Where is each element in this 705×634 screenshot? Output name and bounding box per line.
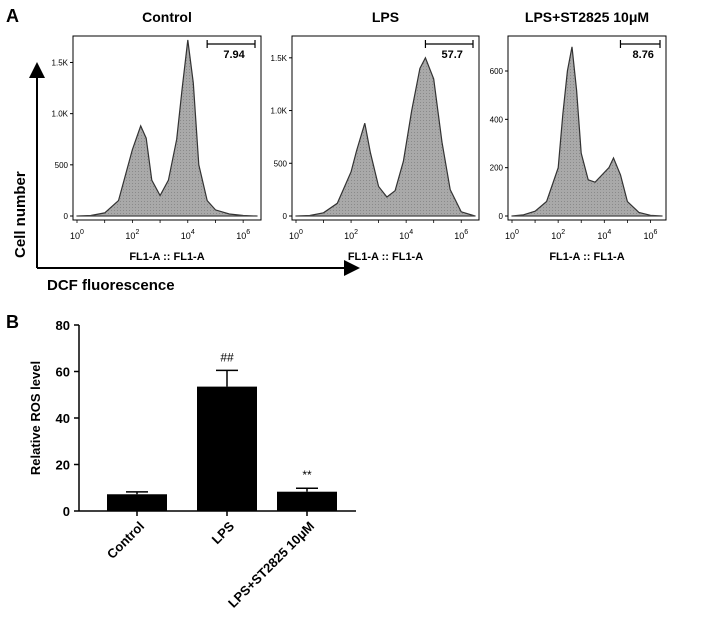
- x-tick-label: 100: [505, 229, 519, 241]
- panel-a-y-axis-title: Cell number: [12, 171, 29, 258]
- bar: [277, 491, 337, 511]
- y-tick-label: 0: [499, 212, 504, 221]
- x-tick-label: 104: [597, 229, 611, 241]
- x-tick-label: 102: [125, 229, 139, 241]
- x-tick-label: 102: [344, 229, 358, 241]
- y-tick-label: 500: [274, 159, 288, 168]
- bar: [107, 494, 167, 511]
- bar-chart-group: 0 20 40 60 80 Relative ROS level Control ## LPS *…: [28, 318, 356, 611]
- x-tick-label: 102: [551, 229, 565, 241]
- panel-a-label: A: [6, 6, 19, 26]
- histogram-curve: [76, 39, 258, 217]
- y-tick-label: 1.0K: [52, 110, 69, 119]
- histogram-frame: [507, 35, 667, 221]
- significance-annotation: ##: [220, 350, 234, 364]
- bar-y-tick-label: 80: [56, 318, 70, 333]
- gate-percent-label: 8.76: [633, 49, 654, 61]
- histogram-x-label: FL1-A :: FL1-A: [549, 251, 624, 263]
- y-tick-label: 1.5K: [271, 54, 288, 63]
- y-tick-label: 1.0K: [271, 107, 288, 116]
- significance-annotation: **: [302, 468, 312, 482]
- bar-category-label: LPS+ST2825 10μM: [225, 519, 317, 611]
- bar-y-tick-label: 60: [56, 365, 70, 380]
- histogram-x-label: FL1-A :: FL1-A: [348, 251, 423, 263]
- bar-category-label: LPS: [209, 518, 238, 547]
- x-tick-label: 104: [399, 229, 413, 241]
- bar-y-tick-label: 20: [56, 458, 70, 473]
- bar-y-tick-label: 0: [63, 504, 70, 519]
- x-tick-label: 104: [181, 229, 195, 241]
- histogram-title: LPS+ST2825 10μM: [525, 9, 649, 25]
- y-tick-label: 600: [490, 67, 504, 76]
- y-tick-label: 1.5K: [52, 58, 69, 67]
- y-tick-label: 400: [490, 115, 504, 124]
- y-tick-label: 0: [283, 212, 288, 221]
- histogram-title: LPS: [372, 9, 399, 25]
- panel-a-x-axis-title: DCF fluorescence: [47, 277, 175, 294]
- bar-y-tick-label: 40: [56, 411, 70, 426]
- histogram-frame: [291, 35, 480, 221]
- x-tick-label: 100: [70, 229, 84, 241]
- histogram-curve: [295, 56, 476, 217]
- gate-percent-label: 57.7: [442, 49, 463, 61]
- y-tick-label: 0: [64, 212, 69, 221]
- histogram-title: Control: [142, 9, 192, 25]
- bar-y-axis-label: Relative ROS level: [28, 361, 43, 475]
- gate-percent-label: 7.94: [223, 49, 245, 61]
- y-tick-label: 200: [490, 164, 504, 173]
- x-tick-label: 106: [236, 229, 250, 241]
- x-tick-label: 100: [289, 229, 303, 241]
- histogram-x-label: FL1-A :: FL1-A: [129, 251, 204, 263]
- bar-category-label: Control: [104, 519, 147, 562]
- x-tick-label: 106: [644, 229, 658, 241]
- x-tick-label: 106: [454, 229, 468, 241]
- panel-b-label: B: [6, 312, 19, 332]
- histogram-frame: [72, 35, 262, 221]
- y-tick-label: 500: [55, 161, 69, 170]
- histogram-curve: [511, 46, 663, 217]
- bar: [197, 386, 257, 511]
